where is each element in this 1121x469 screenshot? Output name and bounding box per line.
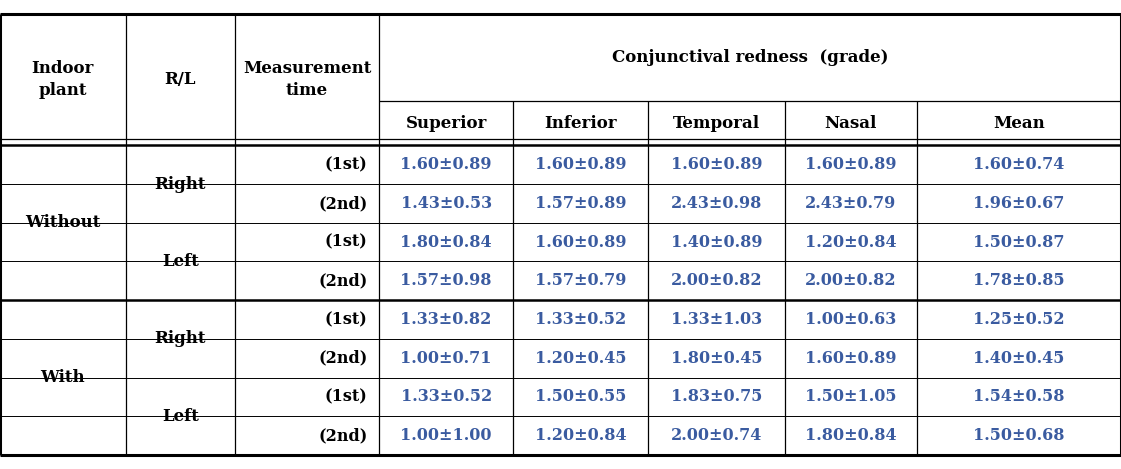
Text: Conjunctival redness  (grade): Conjunctival redness (grade) bbox=[612, 49, 888, 66]
Text: 1.40±0.45: 1.40±0.45 bbox=[973, 350, 1065, 367]
Text: 1.80±0.84: 1.80±0.84 bbox=[805, 427, 897, 444]
Text: Inferior: Inferior bbox=[545, 114, 617, 132]
Text: 1.40±0.89: 1.40±0.89 bbox=[670, 234, 762, 250]
Text: Mean: Mean bbox=[993, 114, 1045, 132]
Text: Nasal: Nasal bbox=[825, 114, 877, 132]
Text: 1.50±0.87: 1.50±0.87 bbox=[973, 234, 1065, 250]
Text: (2nd): (2nd) bbox=[318, 427, 368, 444]
Text: Left: Left bbox=[163, 408, 198, 425]
Text: 1.60±0.89: 1.60±0.89 bbox=[805, 156, 897, 173]
Text: 1.25±0.52: 1.25±0.52 bbox=[973, 311, 1065, 328]
Text: (1st): (1st) bbox=[325, 388, 368, 405]
Text: 1.60±0.89: 1.60±0.89 bbox=[670, 156, 762, 173]
Text: 1.80±0.45: 1.80±0.45 bbox=[670, 350, 762, 367]
Text: 1.33±0.52: 1.33±0.52 bbox=[400, 388, 492, 405]
Text: 1.20±0.84: 1.20±0.84 bbox=[535, 427, 627, 444]
Text: 1.60±0.89: 1.60±0.89 bbox=[535, 234, 627, 250]
Text: Left: Left bbox=[163, 253, 198, 270]
Text: 2.00±0.82: 2.00±0.82 bbox=[805, 272, 897, 289]
Text: Superior: Superior bbox=[406, 114, 487, 132]
Text: 2.00±0.74: 2.00±0.74 bbox=[670, 427, 762, 444]
Text: Measurement
time: Measurement time bbox=[243, 60, 371, 99]
Text: R/L: R/L bbox=[165, 71, 196, 88]
Text: 1.50±0.68: 1.50±0.68 bbox=[973, 427, 1065, 444]
Text: 2.43±0.98: 2.43±0.98 bbox=[670, 195, 762, 212]
Text: 1.33±1.03: 1.33±1.03 bbox=[670, 311, 762, 328]
Text: With: With bbox=[40, 369, 85, 386]
Text: 1.33±0.52: 1.33±0.52 bbox=[535, 311, 627, 328]
Text: 1.57±0.89: 1.57±0.89 bbox=[535, 195, 627, 212]
Text: (2nd): (2nd) bbox=[318, 350, 368, 367]
Text: 1.20±0.45: 1.20±0.45 bbox=[535, 350, 627, 367]
Text: 1.43±0.53: 1.43±0.53 bbox=[400, 195, 492, 212]
Text: 1.00±0.71: 1.00±0.71 bbox=[400, 350, 492, 367]
Text: (2nd): (2nd) bbox=[318, 272, 368, 289]
Text: Temporal: Temporal bbox=[673, 114, 760, 132]
Text: 1.20±0.84: 1.20±0.84 bbox=[805, 234, 897, 250]
Text: (1st): (1st) bbox=[325, 156, 368, 173]
Text: Indoor
plant: Indoor plant bbox=[31, 60, 94, 99]
Text: 1.96±0.67: 1.96±0.67 bbox=[973, 195, 1065, 212]
Text: (1st): (1st) bbox=[325, 311, 368, 328]
Text: 1.50±0.55: 1.50±0.55 bbox=[535, 388, 627, 405]
Text: Without: Without bbox=[25, 214, 101, 231]
Text: 2.43±0.79: 2.43±0.79 bbox=[805, 195, 897, 212]
Text: 1.50±1.05: 1.50±1.05 bbox=[805, 388, 897, 405]
Text: (2nd): (2nd) bbox=[318, 195, 368, 212]
Text: 1.60±0.89: 1.60±0.89 bbox=[535, 156, 627, 173]
Text: 1.00±1.00: 1.00±1.00 bbox=[400, 427, 492, 444]
Text: 1.54±0.58: 1.54±0.58 bbox=[973, 388, 1065, 405]
Text: 2.00±0.82: 2.00±0.82 bbox=[670, 272, 762, 289]
Text: 1.57±0.79: 1.57±0.79 bbox=[535, 272, 627, 289]
Text: 1.83±0.75: 1.83±0.75 bbox=[670, 388, 762, 405]
Text: 1.80±0.84: 1.80±0.84 bbox=[400, 234, 492, 250]
Text: Right: Right bbox=[155, 175, 206, 193]
Text: 1.00±0.63: 1.00±0.63 bbox=[805, 311, 897, 328]
Text: 1.57±0.98: 1.57±0.98 bbox=[400, 272, 492, 289]
Text: 1.60±0.89: 1.60±0.89 bbox=[400, 156, 492, 173]
Text: 1.78±0.85: 1.78±0.85 bbox=[973, 272, 1065, 289]
Text: 1.33±0.82: 1.33±0.82 bbox=[400, 311, 492, 328]
Text: Right: Right bbox=[155, 330, 206, 348]
Text: 1.60±0.74: 1.60±0.74 bbox=[973, 156, 1065, 173]
Text: (1st): (1st) bbox=[325, 234, 368, 250]
Text: 1.60±0.89: 1.60±0.89 bbox=[805, 350, 897, 367]
